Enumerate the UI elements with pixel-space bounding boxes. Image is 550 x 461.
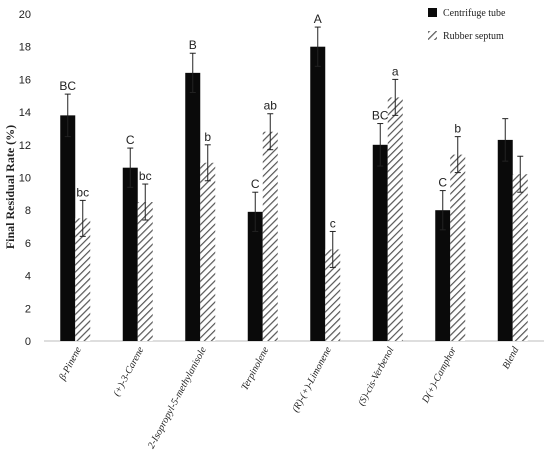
bar-rubber-septum [137,202,153,341]
significance-label: bc [139,169,152,183]
legend: Centrifuge tube Rubber septum [428,8,506,42]
bar-centrifuge-tube [372,144,388,341]
y-tick-label: 14 [19,107,31,119]
bar-rubber-septum [75,218,91,341]
y-tick-label: 18 [19,42,31,54]
y-tick-label: 6 [25,238,31,250]
bar-centrifuge-tube [185,72,201,342]
x-tick-label: Blend [501,344,522,371]
significance-label: C [438,176,447,190]
significance-label: A [314,12,322,26]
significance-label: C [126,133,135,147]
x-tick-label: (+)-3-Carene [111,345,146,398]
y-tick-label: 16 [19,74,31,86]
x-tick-label: Terpinolene [239,345,271,393]
significance-label: BC [372,109,389,123]
bar-centrifuge-tube [60,115,76,342]
significance-label: ab [264,99,278,113]
significance-label: BC [59,79,76,93]
y-tick-label: 0 [25,336,31,348]
bar-rubber-septum [450,154,466,341]
bar-rubber-septum [200,162,216,341]
significance-label: a [392,64,399,78]
legend-swatch-rubber-septum [428,31,437,40]
y-tick-label: 20 [19,9,31,21]
significance-label: c [330,216,336,230]
y-tick-label: 8 [25,205,31,217]
y-tick-label: 4 [25,271,31,283]
x-tick-label: (S)-cis-Verbenol [356,345,396,408]
bar-rubber-septum [325,249,341,341]
bar-rubber-septum [262,131,278,341]
significance-label: C [251,177,260,191]
bar-centrifuge-tube [247,211,263,341]
legend-label-rubber-septum: Rubber septum [443,31,504,42]
y-axis-title: Final Residual Rate (%) [3,125,17,249]
plot-area: 02468101214161820BCbcβ-PineneCbc(+)-3-Ca… [19,9,544,451]
x-tick-label: β-Pinene [57,345,84,383]
significance-label: b [454,122,461,136]
x-tick-label: D(+)-Camphor [420,345,459,406]
significance-label: b [204,130,211,144]
significance-label: B [189,38,197,52]
bar-centrifuge-tube [435,210,451,341]
bar-rubber-septum [387,97,403,341]
legend-label-centrifuge-tube: Centrifuge tube [443,8,506,19]
y-tick-label: 2 [25,303,31,315]
y-tick-label: 10 [19,173,31,185]
bar-centrifuge-tube [310,46,326,341]
legend-swatch-centrifuge-tube [428,8,437,17]
x-tick-label: 2-Isopropyl-5-methylanisole [146,345,209,451]
x-tick-label: (R)-(+)-Limonene [290,345,334,414]
bar-rubber-septum [512,174,528,341]
bar-centrifuge-tube [122,167,138,341]
bar-centrifuge-tube [497,139,513,341]
y-tick-label: 12 [19,140,31,152]
significance-label: bc [76,185,89,199]
